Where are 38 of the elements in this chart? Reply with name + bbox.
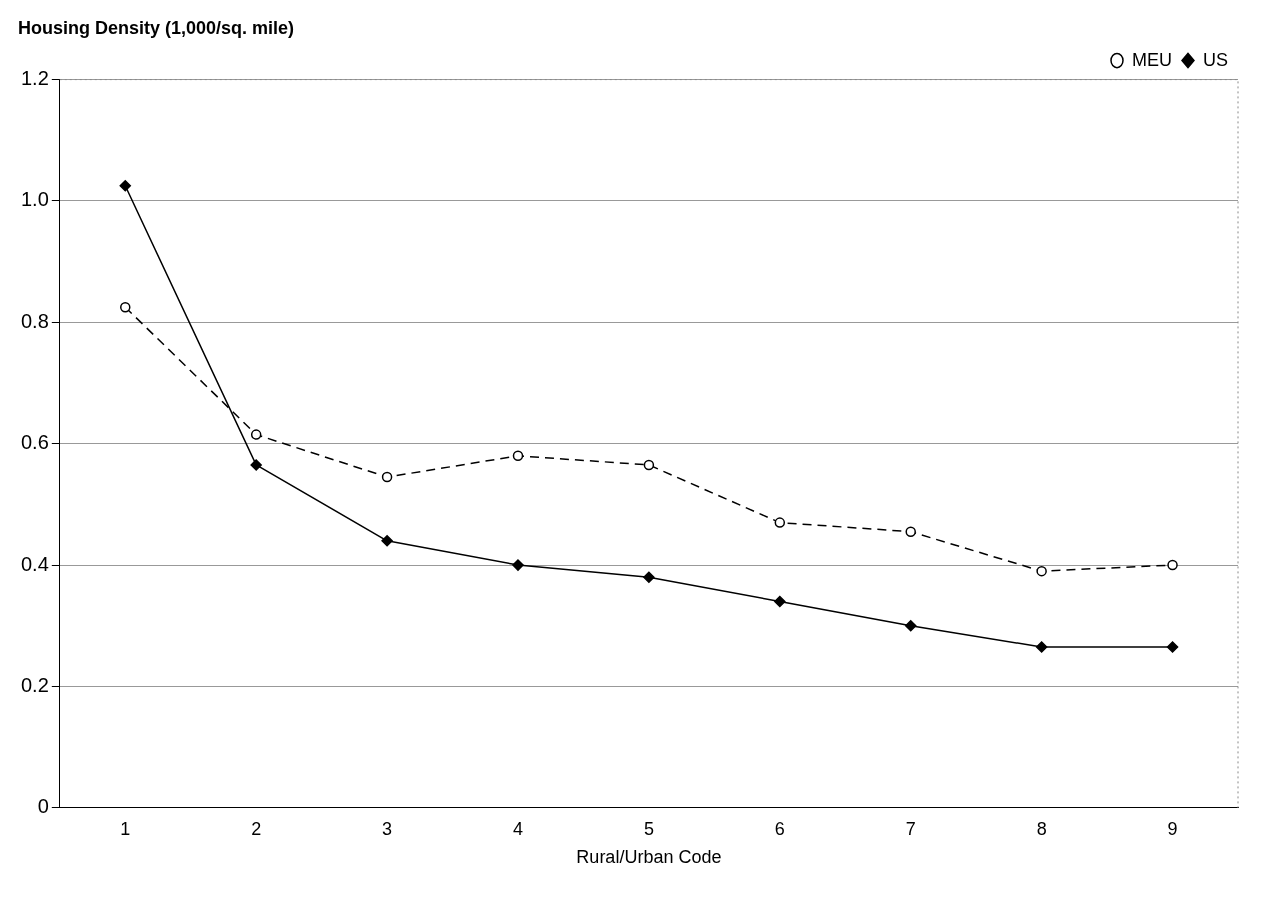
x-tick-label: 1	[120, 818, 131, 839]
point	[512, 450, 524, 462]
x-tick-label: 3	[382, 818, 393, 839]
x-tick-label: 8	[1036, 818, 1047, 839]
point	[1036, 565, 1047, 577]
point	[904, 620, 917, 632]
x-tick-label: 2	[251, 818, 262, 839]
x-axis-title: Rural/Urban Code	[576, 847, 722, 868]
y-tick-label: 0.6	[20, 431, 49, 454]
point	[119, 180, 132, 192]
point	[905, 526, 916, 537]
y-tick-label: 0	[37, 795, 49, 818]
legend-label: MEU	[1132, 49, 1172, 70]
point	[250, 429, 262, 440]
point	[250, 459, 262, 471]
x-tick-label: 9	[1167, 818, 1178, 839]
y-tick-label: 0.8	[20, 309, 49, 332]
point	[512, 559, 524, 571]
x-tick-label: 5	[643, 818, 654, 839]
x-tick-label: 7	[905, 818, 916, 839]
legend-label: US	[1203, 49, 1229, 70]
y-tick-label: 0.4	[20, 552, 49, 575]
y-tick-label: 1.0	[20, 188, 49, 211]
point	[381, 471, 393, 483]
point	[1166, 641, 1179, 653]
point	[381, 535, 393, 547]
chart-title: Housing Density (1,000/sq. mile)	[18, 17, 295, 38]
point	[1035, 641, 1048, 653]
y-tick-label: 1.2	[20, 67, 49, 90]
point	[774, 595, 786, 608]
point	[774, 517, 786, 528]
x-tick-label: 4	[512, 818, 523, 839]
point	[120, 301, 131, 313]
point	[643, 571, 655, 583]
point	[643, 459, 655, 471]
y-tick-label: 0.2	[20, 673, 49, 696]
point	[1167, 559, 1178, 571]
x-tick-label: 6	[774, 818, 785, 839]
